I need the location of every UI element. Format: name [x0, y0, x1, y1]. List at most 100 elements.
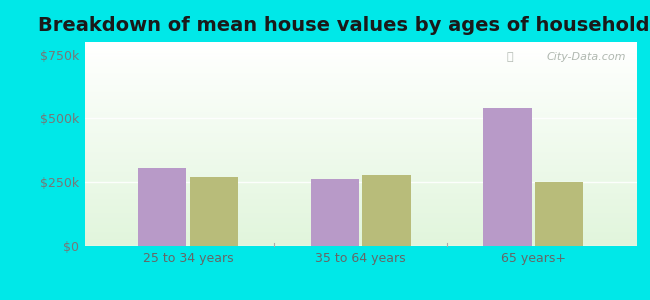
- Bar: [84, 91, 637, 92]
- Bar: [84, 114, 637, 116]
- Bar: [84, 50, 637, 52]
- Bar: [84, 129, 637, 130]
- Bar: [84, 190, 637, 192]
- Bar: [84, 79, 637, 80]
- Bar: [84, 72, 637, 73]
- Bar: [84, 174, 637, 175]
- Bar: [84, 155, 637, 156]
- Title: Breakdown of mean house values by ages of householders: Breakdown of mean house values by ages o…: [38, 16, 650, 35]
- Bar: [84, 75, 637, 76]
- Bar: [84, 152, 637, 154]
- Bar: [84, 99, 637, 100]
- Bar: [84, 80, 637, 81]
- Bar: [84, 160, 637, 162]
- Bar: [84, 133, 637, 134]
- Bar: [84, 216, 637, 218]
- Bar: [84, 192, 637, 193]
- Bar: [84, 109, 637, 110]
- Bar: [84, 47, 637, 49]
- Bar: [84, 219, 637, 220]
- Bar: [84, 57, 637, 58]
- Bar: [84, 147, 637, 148]
- Bar: [84, 95, 637, 96]
- Bar: [84, 231, 637, 232]
- Bar: [84, 84, 637, 86]
- Bar: [84, 98, 637, 99]
- Bar: [84, 88, 637, 90]
- Bar: [84, 134, 637, 136]
- Bar: [84, 94, 637, 95]
- Bar: [84, 113, 637, 114]
- Bar: [84, 141, 637, 142]
- Bar: [84, 87, 637, 88]
- Bar: [84, 183, 637, 185]
- Bar: [84, 42, 637, 44]
- Bar: [84, 243, 637, 244]
- Bar: [84, 172, 637, 174]
- Bar: [84, 208, 637, 209]
- Bar: [84, 162, 637, 163]
- Bar: [84, 169, 637, 170]
- Bar: [84, 201, 637, 202]
- Bar: [84, 139, 637, 140]
- Bar: [84, 218, 637, 219]
- Bar: [84, 154, 637, 155]
- Bar: [84, 90, 637, 91]
- Bar: [84, 204, 637, 205]
- Bar: [84, 171, 637, 172]
- Bar: [84, 58, 637, 60]
- Bar: [84, 205, 637, 207]
- Bar: [84, 194, 637, 196]
- Bar: [84, 96, 637, 98]
- Bar: [84, 159, 637, 160]
- Bar: [84, 224, 637, 226]
- Bar: [84, 107, 637, 109]
- Bar: [84, 221, 637, 223]
- Bar: [84, 167, 637, 169]
- Bar: [363, 175, 411, 246]
- Bar: [84, 136, 637, 137]
- Legend: Camp Hill, Pennsylvania: Camp Hill, Pennsylvania: [235, 298, 487, 300]
- Bar: [84, 177, 637, 178]
- Bar: [84, 166, 637, 167]
- Text: ⓘ: ⓘ: [506, 52, 513, 62]
- Bar: [84, 234, 637, 235]
- Bar: [84, 227, 637, 228]
- Bar: [84, 212, 637, 213]
- Bar: [84, 46, 637, 47]
- Bar: [84, 83, 637, 84]
- Bar: [84, 65, 637, 67]
- Bar: [190, 177, 238, 246]
- Bar: [311, 179, 359, 246]
- Bar: [84, 102, 637, 103]
- Bar: [84, 230, 637, 231]
- Bar: [84, 242, 637, 243]
- Bar: [84, 239, 637, 241]
- Bar: [84, 196, 637, 197]
- Bar: [84, 236, 637, 238]
- Bar: [84, 103, 637, 105]
- Bar: [84, 44, 637, 45]
- Bar: [84, 105, 637, 106]
- Bar: [84, 235, 637, 236]
- Bar: [84, 61, 637, 62]
- Bar: [84, 126, 637, 128]
- Bar: [84, 197, 637, 198]
- Bar: [84, 56, 637, 57]
- Bar: [84, 215, 637, 216]
- Bar: [84, 220, 637, 221]
- Bar: [84, 151, 637, 152]
- Bar: [84, 121, 637, 122]
- Bar: [84, 54, 637, 56]
- Bar: [84, 118, 637, 119]
- Bar: [84, 146, 637, 147]
- Bar: [484, 108, 532, 246]
- Bar: [84, 238, 637, 239]
- Bar: [84, 142, 637, 144]
- Bar: [84, 226, 637, 227]
- Bar: [84, 178, 637, 179]
- Bar: [84, 64, 637, 65]
- Bar: [84, 175, 637, 177]
- Bar: [84, 122, 637, 124]
- Bar: [84, 193, 637, 194]
